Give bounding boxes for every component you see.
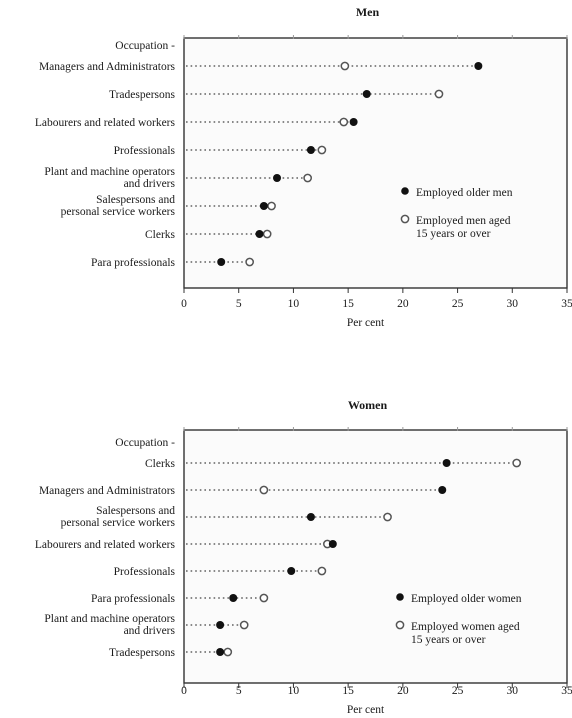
- point-open: [245, 257, 255, 267]
- category-label: Salespersons and personal service workers: [61, 194, 176, 218]
- category-label: Para professionals: [91, 593, 176, 605]
- point-filled: [287, 567, 296, 575]
- legend-marker-filled: [401, 187, 409, 195]
- x-tick-label: 5: [236, 685, 242, 697]
- plot-frame: [183, 429, 568, 684]
- point-filled: [306, 513, 315, 521]
- point-open: [259, 485, 269, 495]
- x-tick-label: 30: [507, 298, 519, 310]
- panel-women: Women 0 5 10 15 20 25 30 35 Per cent Occupation - C…: [35, 398, 572, 716]
- category-label: Clerks: [145, 458, 176, 470]
- x-tick-label: 35: [561, 298, 572, 310]
- x-tick-label: 15: [342, 685, 354, 697]
- category-label: Managers and Administrators: [39, 61, 176, 73]
- chart-title: Women: [348, 398, 388, 412]
- category-header: Occupation -: [115, 437, 175, 449]
- legend-marker-filled: [396, 593, 404, 601]
- category-label: Labourers and related workers: [35, 117, 176, 129]
- point-open: [317, 145, 327, 155]
- category-label: Managers and Administrators: [39, 485, 176, 497]
- point-open: [259, 593, 269, 603]
- x-axis-label: Per cent: [347, 704, 385, 716]
- point-filled: [259, 202, 268, 210]
- category-label: Labourers and related workers: [35, 539, 176, 551]
- legend-label: Employed older men: [416, 187, 513, 199]
- x-tick-label: 25: [452, 298, 464, 310]
- point-filled: [328, 540, 337, 548]
- point-open: [383, 512, 392, 522]
- x-tick-label: 30: [507, 685, 519, 697]
- x-tick-label: 10: [288, 685, 300, 697]
- panel-men: Men 0 5 10 15 20 25 30 35 Per cent Occupation - Man…: [35, 5, 572, 329]
- x-tick-label: 15: [342, 298, 354, 310]
- plot-frame: [183, 37, 568, 289]
- category-label: Plant and machine operators and drivers: [44, 166, 175, 190]
- point-open: [239, 620, 249, 630]
- category-label: Professionals: [114, 566, 176, 578]
- point-filled: [362, 90, 371, 98]
- point-filled: [229, 594, 238, 602]
- x-tick-label: 20: [397, 298, 409, 310]
- point-filled: [273, 174, 282, 182]
- point-filled: [216, 621, 225, 629]
- point-open: [267, 201, 276, 211]
- point-filled: [216, 648, 225, 656]
- point-open: [303, 173, 313, 183]
- legend-marker-open: [395, 620, 405, 630]
- category-header: Occupation -: [115, 40, 175, 52]
- x-tick-label: 20: [397, 685, 409, 697]
- category-label: Professionals: [114, 145, 176, 157]
- point-filled: [306, 146, 315, 154]
- point-filled: [438, 486, 447, 494]
- point-filled: [217, 258, 226, 266]
- x-tick-label: 25: [452, 685, 464, 697]
- chart-title: Men: [356, 5, 380, 19]
- point-open: [512, 458, 522, 468]
- point-open: [434, 89, 444, 99]
- point-open: [223, 647, 233, 657]
- category-label: Plant and machine operators and drivers: [44, 613, 175, 637]
- point-filled: [255, 230, 264, 238]
- x-tick-label: 5: [236, 298, 242, 310]
- category-label: Tradespersons: [109, 89, 176, 101]
- x-tick-label: 0: [181, 685, 187, 697]
- legend-label: Employed women aged 15 years or over: [411, 621, 520, 646]
- point-filled: [474, 62, 483, 70]
- x-tick-label: 10: [288, 298, 300, 310]
- point-filled: [349, 118, 358, 126]
- legend-marker-open: [400, 214, 410, 224]
- point-open: [340, 61, 350, 71]
- x-tick-label: 35: [561, 685, 572, 697]
- x-axis-label: Per cent: [347, 317, 385, 329]
- x-tick-label: 0: [181, 298, 187, 310]
- category-label: Salespersons and personal service workers: [61, 505, 176, 529]
- legend-label: Employed older women: [411, 593, 522, 605]
- point-open: [339, 117, 349, 127]
- point-filled: [442, 459, 451, 467]
- category-label: Para professionals: [91, 257, 176, 269]
- point-open: [262, 229, 272, 239]
- category-label: Tradespersons: [109, 647, 176, 659]
- legend-label: Employed men aged 15 years or over: [416, 215, 511, 240]
- point-open: [317, 566, 327, 576]
- category-label: Clerks: [145, 229, 176, 241]
